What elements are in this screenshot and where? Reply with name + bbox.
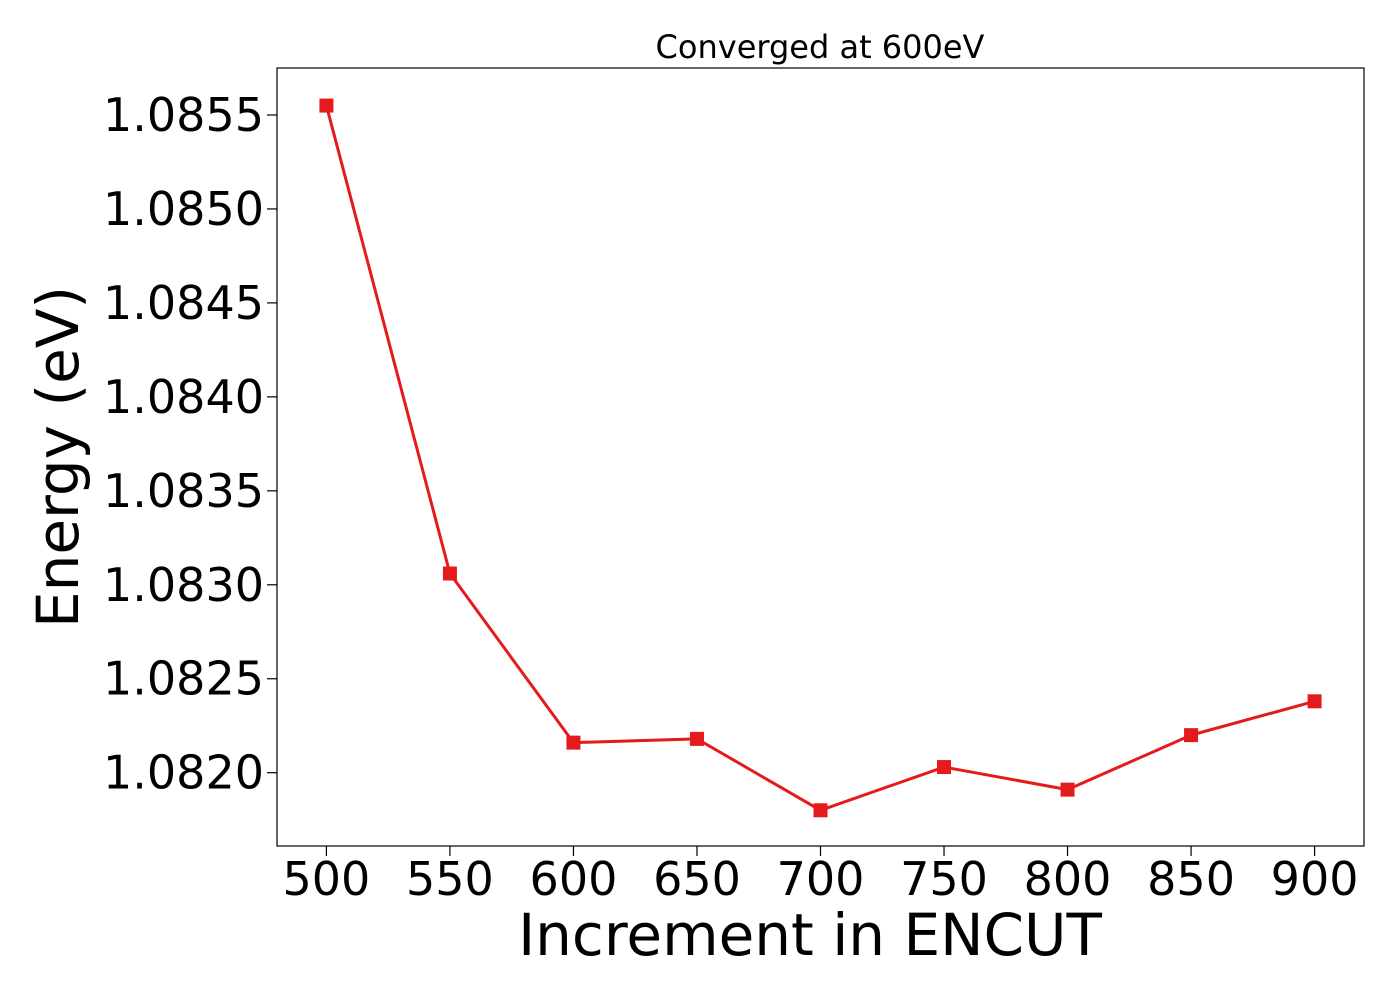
x-tick-label-5: 750 (900, 852, 988, 906)
data-point-0-5 (937, 760, 952, 775)
data-point-0-1 (442, 566, 457, 581)
y-axis-label: Energy (eV) (24, 286, 92, 628)
x-axis: 500 550 600 650 700 750 800 850 900 (283, 846, 1359, 906)
x-tick-label-4: 700 (777, 852, 865, 906)
x-tick-label-6: 800 (1024, 852, 1112, 906)
y-tick-label-7: 1.0855 (103, 88, 264, 142)
plot-area (319, 98, 1322, 818)
data-point-0-4 (813, 803, 828, 818)
y-tick-label-3: 1.0835 (103, 464, 264, 518)
data-point-0-2 (566, 735, 581, 750)
axes-frame (276, 67, 1365, 847)
data-point-0-0 (319, 98, 334, 113)
x-tick-label-0: 500 (283, 852, 371, 906)
x-tick-label-1: 550 (406, 852, 494, 906)
data-point-0-7 (1184, 728, 1199, 743)
data-point-0-8 (1307, 694, 1322, 709)
y-tick-label-5: 1.0845 (103, 276, 264, 330)
x-tick-label-2: 600 (530, 852, 618, 906)
x-tick-label-7: 850 (1147, 852, 1235, 906)
series-line-0 (324, 104, 1317, 812)
y-tick-label-2: 1.0830 (103, 558, 264, 612)
data-point-0-6 (1060, 782, 1075, 797)
y-tick-label-4: 1.0840 (103, 370, 264, 424)
x-axis-label: Increment in ENCUT (518, 901, 1102, 969)
y-tick-label-6: 1.0850 (103, 182, 264, 236)
chart-title: Converged at 600eV (656, 28, 985, 66)
y-tick-label-1: 1.0825 (103, 652, 264, 706)
x-tick-label-8: 900 (1271, 852, 1359, 906)
y-tick-label-0: 1.0820 (103, 746, 264, 800)
x-tick-label-3: 650 (653, 852, 741, 906)
data-point-0-3 (689, 731, 704, 746)
y-axis: 1.0820 1.0825 1.0830 1.0835 1.0840 1.0845 1.08… (103, 88, 277, 800)
